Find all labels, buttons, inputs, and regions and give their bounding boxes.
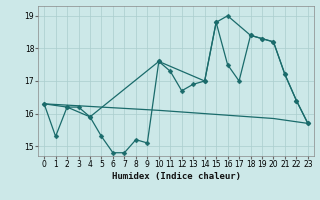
X-axis label: Humidex (Indice chaleur): Humidex (Indice chaleur): [111, 172, 241, 181]
